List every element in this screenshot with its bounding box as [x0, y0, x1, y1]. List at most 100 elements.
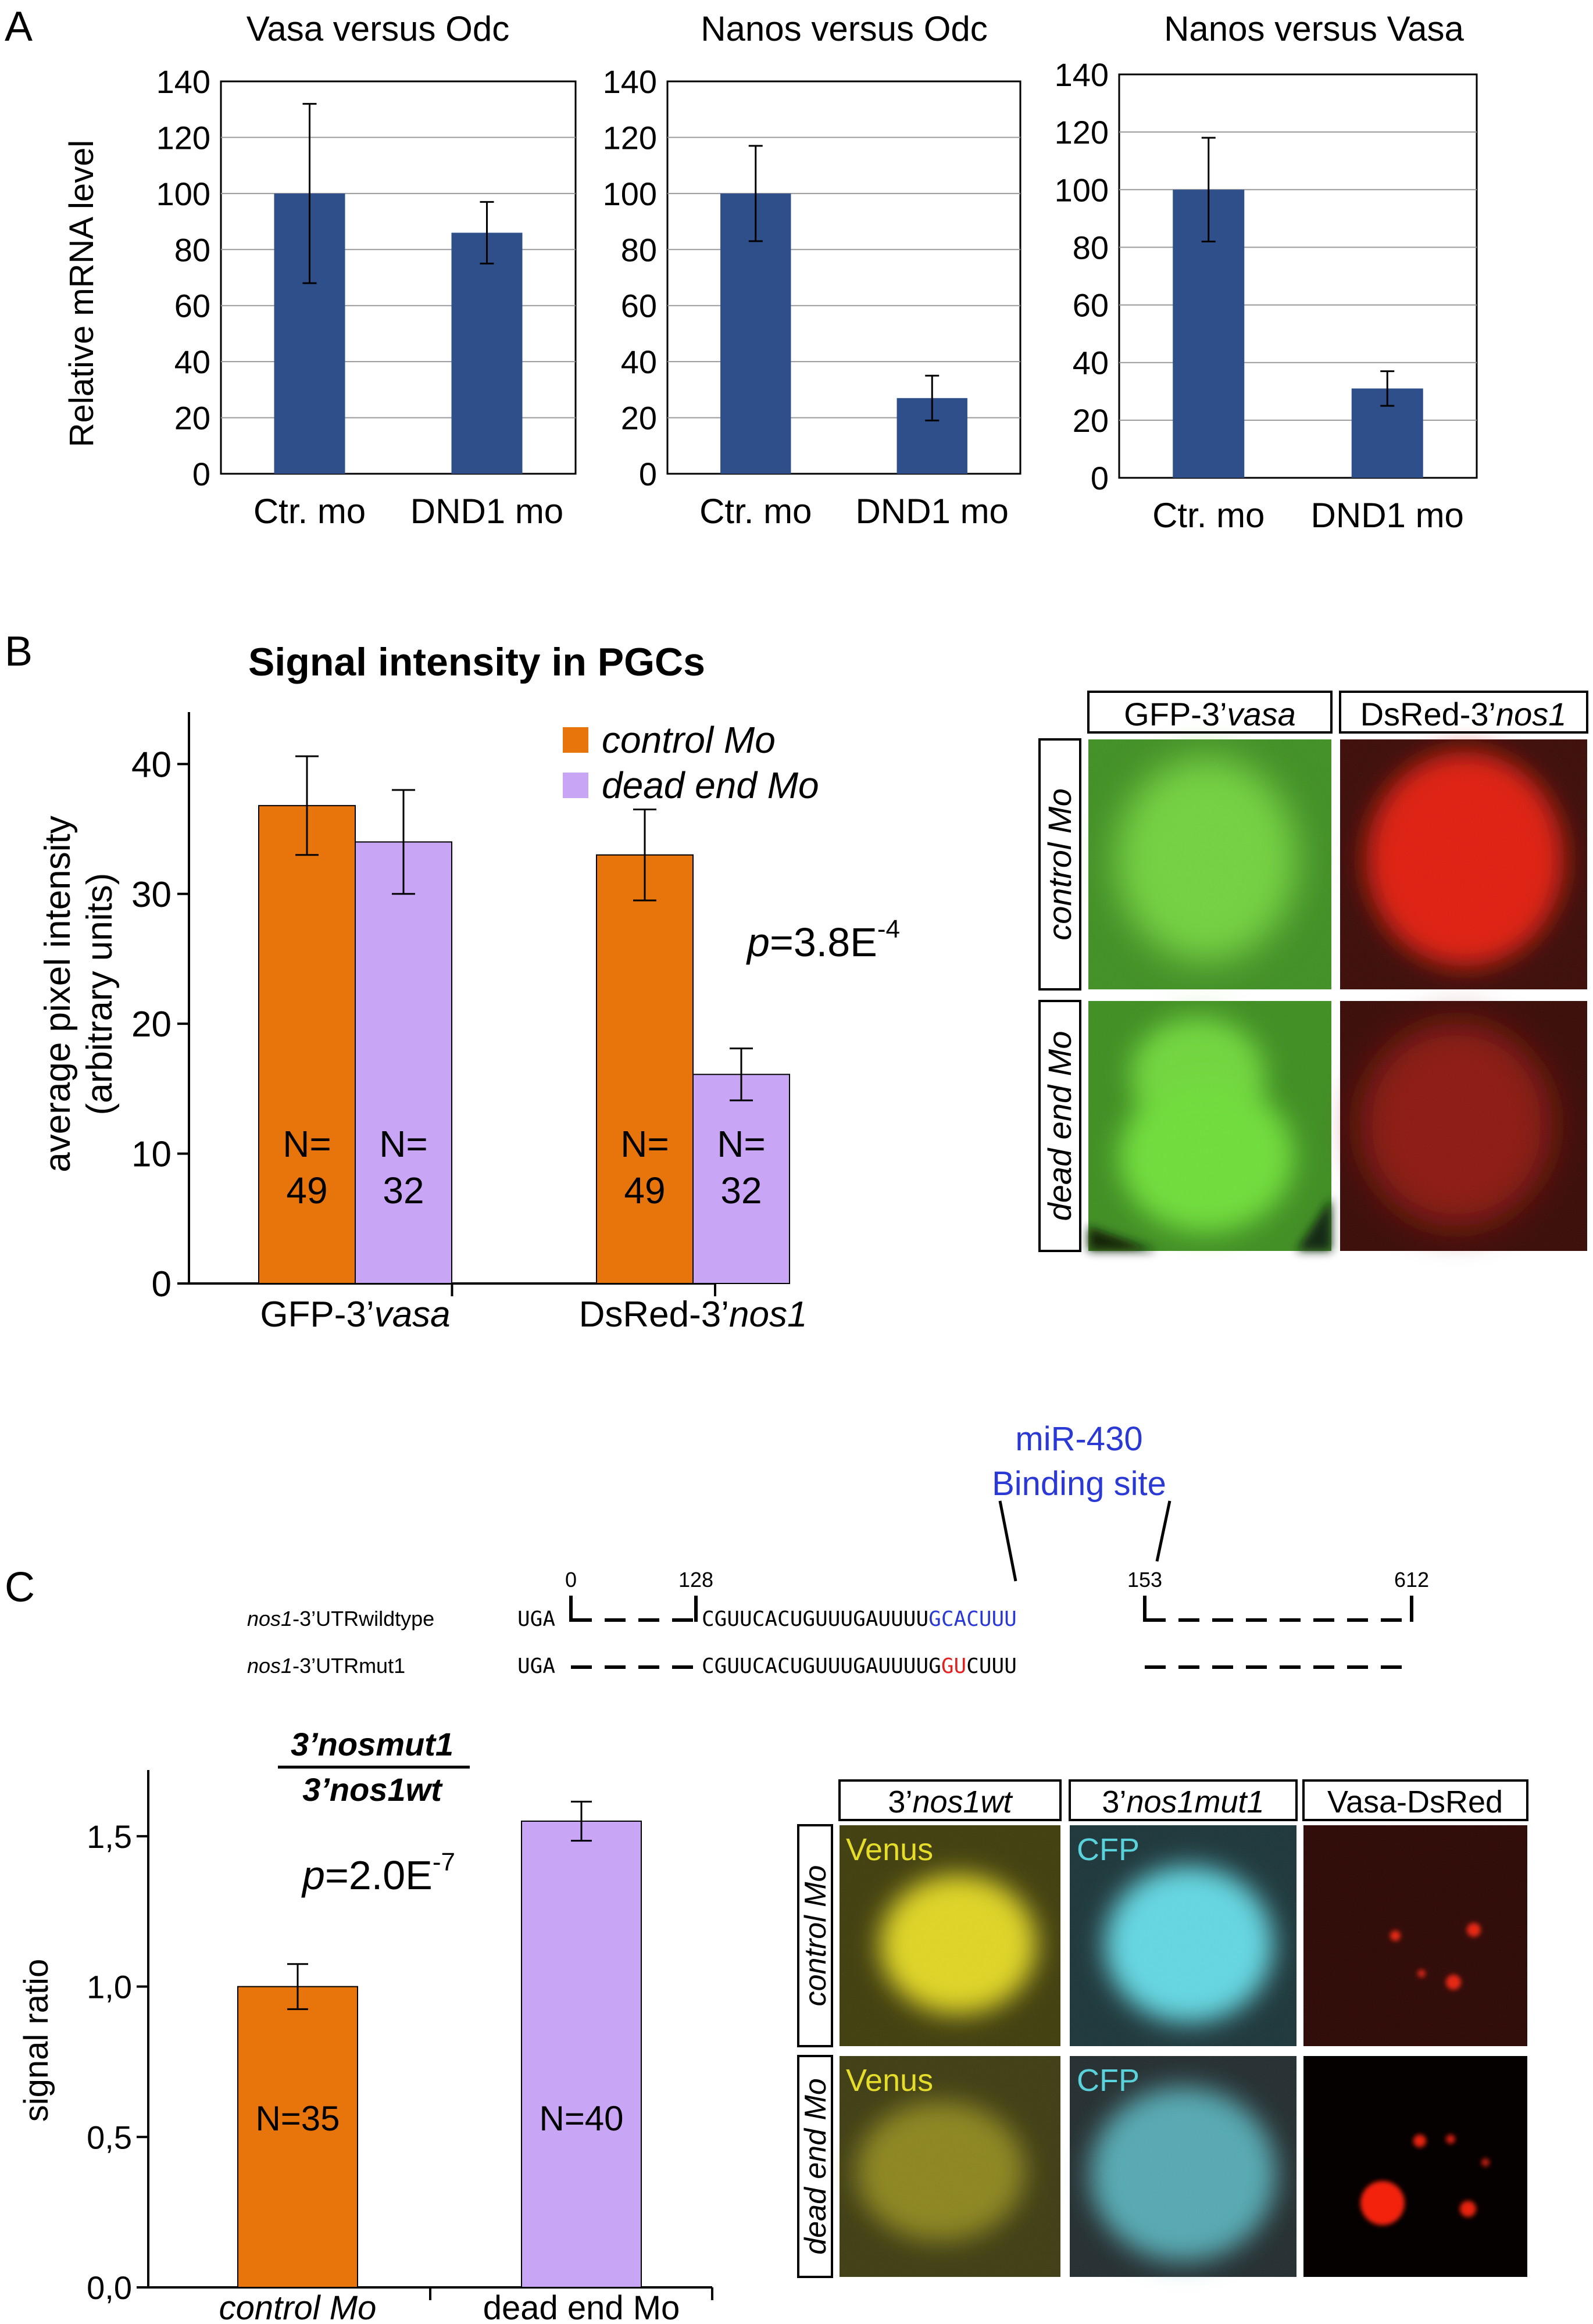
micrograph-dsred-deadend — [1340, 1001, 1587, 1251]
n-label-count: 49 — [286, 1170, 327, 1211]
venus-label-control: Venus — [846, 1832, 933, 1867]
panel-letter-c: C — [5, 1564, 35, 1611]
y-tick-label: 120 — [1055, 114, 1109, 151]
bar-deadend — [692, 1074, 790, 1285]
y-tick-label: 120 — [603, 119, 657, 156]
cfp-label-control: CFP — [1077, 1832, 1140, 1867]
micro-b-header-gfp: GFP-3’vasa — [1124, 696, 1296, 732]
venus-label-deadend: Venus — [846, 2063, 933, 2098]
micrograph-venus-control: Venus — [840, 1825, 1060, 2046]
p-value-exp: -7 — [433, 1848, 455, 1876]
micrograph-vasa-control — [1303, 1825, 1527, 2046]
n-label: N=40 — [539, 2099, 623, 2138]
utr-mut-name: nos1-3’UTRmut1 — [247, 1654, 405, 1678]
micro-c-row-control: control Mo — [799, 1865, 833, 2007]
utr-wt-name: nos1-3’UTRwildtype — [247, 1607, 434, 1631]
micrograph-gfp-control — [1088, 739, 1331, 989]
x-tick-label: DND1 mo — [410, 492, 563, 531]
y-tick-label: 20 — [621, 400, 657, 437]
micrograph-gfp-deadend — [1088, 1001, 1331, 1251]
y-tick-label: 0 — [1091, 460, 1109, 496]
utr-wt-start: UGA — [517, 1607, 555, 1631]
y-tick-label: 40 — [131, 745, 172, 785]
bar — [521, 1820, 642, 2288]
x-tick-label: Ctr. mo — [699, 492, 812, 531]
legend-label: control Mo — [602, 719, 776, 761]
utr-wt-seq: CGUUCACUGUUUGAUUUUGCACUUU — [702, 1607, 1017, 1631]
y-tick-label: 40 — [621, 344, 657, 380]
y-tick-label: 0,5 — [87, 2119, 132, 2155]
legend-swatch — [563, 773, 588, 798]
micro-c-header-wt: 3’nos1wt — [888, 1785, 1013, 1819]
p-value: p=2.0E-7 — [301, 1848, 455, 1898]
micrograph-cfp-deadend: CFP — [1070, 2056, 1296, 2277]
panel-a-ylabel: Relative mRNA level — [63, 140, 101, 448]
micro-b-row-deadend: dead end Mo — [1041, 1031, 1078, 1221]
micrograph-venus-deadend: Venus — [840, 2056, 1060, 2277]
bar-deadend — [355, 841, 452, 1284]
y-tick-label: 140 — [156, 63, 210, 100]
bar-control — [596, 854, 694, 1284]
y-tick-label: 20 — [131, 1004, 172, 1045]
x-tick-label: DND1 mo — [1311, 496, 1464, 535]
p-value-exp: -4 — [877, 915, 900, 943]
utr-mut-seq: CGUUCACUGUUUGAUUUUGGUCUUU — [702, 1654, 1017, 1678]
y-tick-label: 30 — [131, 875, 172, 915]
bar — [237, 1986, 358, 2288]
y-tick-label: 1,0 — [87, 1969, 132, 2005]
y-tick-label: 80 — [174, 231, 210, 268]
chart-b-title: Signal intensity in PGCs — [248, 640, 705, 684]
panel-letter-b: B — [5, 628, 33, 675]
chart-signal-ratio: 0,0 0,5 1,0 1,5 signal ratio N=35 control Mo N=… — [17, 1770, 713, 2324]
chart-nanos-versus-vasa: Nanos versus Vasa 0 20 40 60 80 100 120 140 Ctr. … — [1055, 9, 1478, 535]
micro-c-header-mut: 3’nos1mut1 — [1102, 1785, 1264, 1819]
micro-c-row-deadend: dead end Mo — [799, 2078, 833, 2255]
micro-b-row-control: control Mo — [1041, 788, 1078, 940]
p-value-eq: =2.0E — [325, 1853, 433, 1898]
y-tick-label: 0 — [192, 456, 210, 492]
chart-signal-intensity: 0 10 20 30 40 average pixel intensity (arbitra… — [38, 712, 900, 1335]
chart-vasa-versus-odc: Vasa versus Odc 0 20 40 60 80 100 120 140 Ctr. mo… — [156, 9, 577, 531]
x-tick-label: Ctr. mo — [253, 492, 366, 531]
chart-nanos-versus-odc: Nanos versus Odc 0 20 40 60 80 100 120 140 Ctr. m… — [603, 9, 1021, 531]
micrograph-dsred-control — [1340, 739, 1587, 989]
legend-swatch — [563, 727, 588, 753]
y-tick-label: 0,0 — [87, 2269, 132, 2306]
micro-c-header-vasa: Vasa-DsRed — [1327, 1785, 1503, 1819]
y-tick-label: 100 — [603, 176, 657, 212]
n-label: N=35 — [255, 2099, 340, 2138]
utr-mut-start: UGA — [517, 1654, 555, 1678]
x-tick-label-plain: GFP-3’ — [260, 1295, 374, 1335]
utr-diagram: miR-430 Binding site 0 128 153 612 nos1-… — [247, 1420, 1429, 1678]
y-tick-label: 100 — [156, 176, 210, 212]
p-value: p=3.8E-4 — [746, 915, 900, 965]
utr-pos-128: 128 — [678, 1568, 713, 1592]
x-tick-label: control Mo — [219, 2289, 377, 2324]
cfp-label-deadend: CFP — [1077, 2063, 1140, 2098]
x-tick-label: Ctr. mo — [1152, 496, 1265, 535]
micrograph-vasa-deadend — [1303, 2056, 1527, 2277]
y-tick-label: 60 — [1073, 287, 1109, 324]
mirna-label-1: miR-430 — [1015, 1420, 1142, 1458]
y-tick-label: 140 — [1055, 56, 1109, 93]
x-tick-label: DND1 mo — [856, 492, 1009, 531]
panel-letter-a: A — [5, 3, 33, 50]
p-value-p: p — [746, 920, 770, 965]
utr-pos-153: 153 — [1127, 1568, 1162, 1592]
y-tick-label: 40 — [174, 344, 210, 380]
utr-pos-0: 0 — [565, 1568, 577, 1592]
y-tick-label: 60 — [621, 288, 657, 324]
y-tick-label: 40 — [1073, 345, 1109, 381]
x-tick-label-italic: nos1 — [729, 1295, 807, 1335]
x-tick-label: dead end Mo — [483, 2289, 680, 2324]
legend-label: dead end Mo — [602, 764, 819, 806]
n-label: N= — [283, 1123, 331, 1165]
y-tick-label: 1,5 — [87, 1818, 132, 1855]
y-tick-label: 80 — [1073, 229, 1109, 266]
bar — [451, 233, 523, 474]
chart-title: Vasa versus Odc — [247, 9, 509, 48]
n-label: N= — [620, 1123, 669, 1165]
chart-c-title-den: 3’nos1wt — [302, 1771, 443, 1808]
y-tick-label: 0 — [152, 1264, 172, 1304]
p-value-eq: =3.8E — [770, 920, 877, 965]
